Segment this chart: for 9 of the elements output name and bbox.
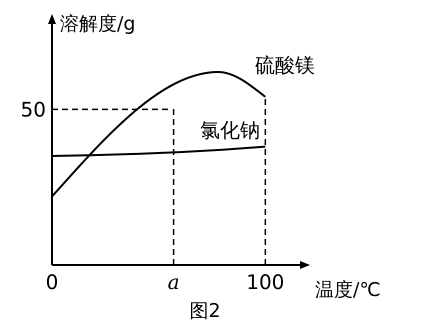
series-label: 硫酸镁	[255, 53, 315, 77]
caption: 图2	[189, 300, 221, 322]
y-axis-title: 溶解度/g	[60, 13, 136, 35]
text: 50	[20, 97, 46, 122]
x-tick-label: 0	[46, 270, 58, 294]
x-tick-label: a	[168, 270, 180, 294]
series-label: 氯化钠	[200, 118, 260, 142]
x-tick-label: 100	[246, 270, 284, 294]
x-axis-title: 温度/℃	[315, 279, 381, 301]
